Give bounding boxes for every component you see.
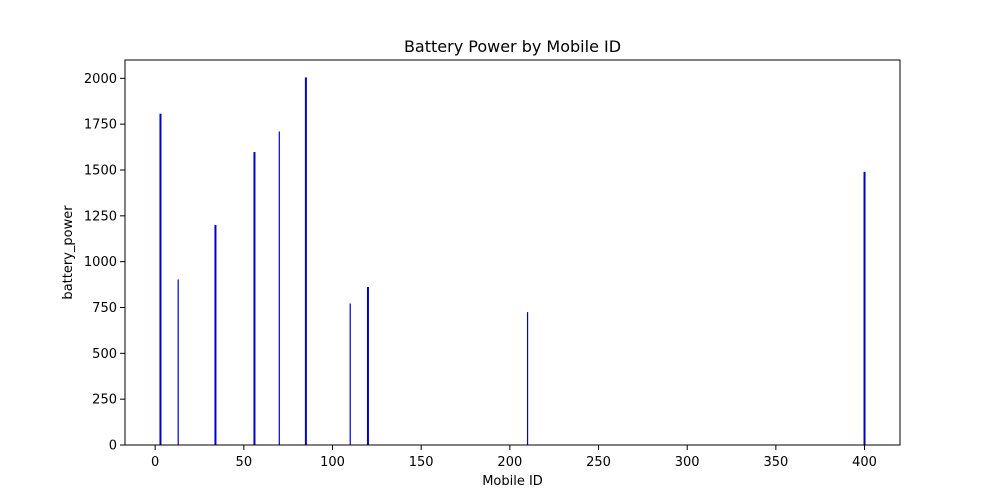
bar-400 (863, 171, 866, 445)
y-tick-label: 0 (109, 439, 117, 454)
bar-110 (349, 303, 351, 445)
plot-frame (124, 59, 901, 446)
x-axis-ticks: 0 50 100 150 200 250 300 350 400 (151, 445, 877, 470)
bar-56 (253, 152, 256, 445)
x-tick-label: 250 (586, 455, 611, 470)
y-tick-label: 750 (92, 301, 117, 316)
bar-70 (278, 131, 280, 445)
y-axis-label: battery_power (61, 205, 76, 300)
x-tick-label: 50 (236, 455, 253, 470)
bar-120 (366, 286, 369, 445)
bar-3 (159, 113, 162, 445)
chart-title: Battery Power by Mobile ID (404, 37, 621, 56)
bar-210 (526, 312, 529, 445)
bar-13 (177, 279, 179, 445)
x-tick-label: 0 (151, 455, 159, 470)
bars-layer (159, 77, 866, 446)
x-tick-label: 350 (763, 455, 788, 470)
y-tick-label: 2000 (84, 72, 117, 87)
x-axis-label: Mobile ID (482, 474, 543, 489)
y-tick-label: 500 (92, 347, 117, 362)
y-tick-label: 1750 (84, 118, 117, 133)
y-tick-label: 1500 (84, 164, 117, 179)
x-tick-label: 150 (409, 455, 434, 470)
bar-85 (304, 77, 307, 446)
x-tick-label: 400 (852, 455, 877, 470)
y-tick-label: 250 (92, 393, 117, 408)
x-tick-label: 100 (320, 455, 345, 470)
bar-34 (214, 225, 217, 445)
x-tick-label: 200 (497, 455, 522, 470)
y-tick-label: 1250 (84, 209, 117, 224)
y-axis-ticks: 0 250 500 750 1000 1250 1500 1750 2000 (84, 72, 125, 454)
y-tick-label: 1000 (84, 255, 117, 270)
x-tick-label: 300 (675, 455, 700, 470)
